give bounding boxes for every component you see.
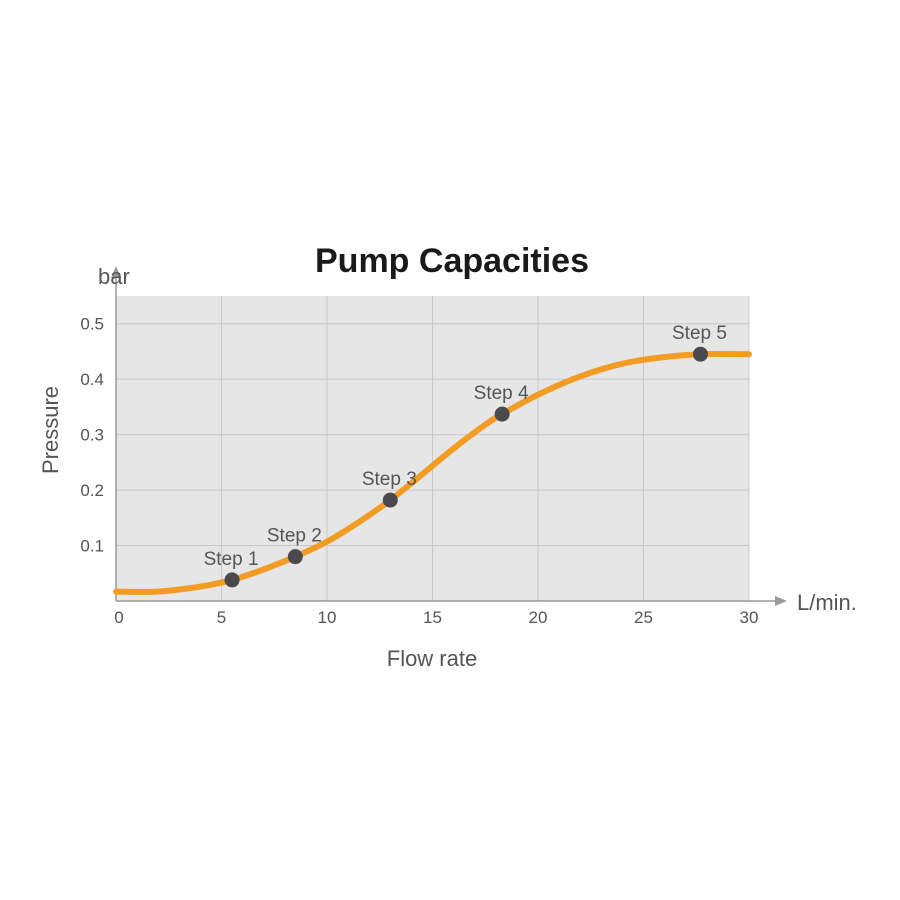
x-axis-title: Flow rate: [387, 646, 477, 671]
y-axis-title: Pressure: [38, 386, 63, 474]
x-tick-label: 25: [634, 608, 653, 627]
step-point: [494, 406, 510, 422]
x-tick-label: 10: [318, 608, 337, 627]
step-point: [287, 549, 303, 565]
x-axis-arrow-icon: [775, 596, 787, 606]
x-tick-label: 30: [740, 608, 759, 627]
y-tick-label: 0.4: [80, 370, 104, 389]
step-label: Step 5: [672, 323, 727, 344]
axes: [111, 266, 787, 606]
x-tick-label: 0: [114, 608, 123, 627]
step-point: [692, 346, 708, 362]
step-label: Step 2: [267, 526, 322, 547]
x-tick-label: 20: [529, 608, 548, 627]
step-label: Step 4: [474, 383, 529, 404]
step-point: [382, 492, 398, 508]
x-unit-label: L/min.: [797, 590, 857, 615]
x-tick-label: 15: [423, 608, 442, 627]
grid-lines: [116, 296, 750, 601]
tick-labels: 0 5 10 15 20 25 30 0.1 0.2 0.3 0.4 0.5: [80, 315, 758, 627]
step-points: Step 1 Step 2 Step 3 Step 4 Step 5: [204, 323, 727, 588]
y-tick-label: 0.2: [80, 481, 104, 500]
y-tick-label: 0.1: [80, 537, 104, 556]
step-label: Step 3: [362, 469, 417, 490]
y-unit-label: bar: [98, 264, 130, 289]
x-tick-label: 5: [217, 608, 226, 627]
step-label: Step 1: [204, 549, 259, 570]
y-tick-label: 0.5: [80, 315, 104, 334]
y-axis-arrow-icon: [111, 266, 121, 278]
chart-title: Pump Capacities: [315, 242, 589, 280]
step-point: [224, 572, 240, 588]
y-tick-label: 0.3: [80, 426, 104, 445]
